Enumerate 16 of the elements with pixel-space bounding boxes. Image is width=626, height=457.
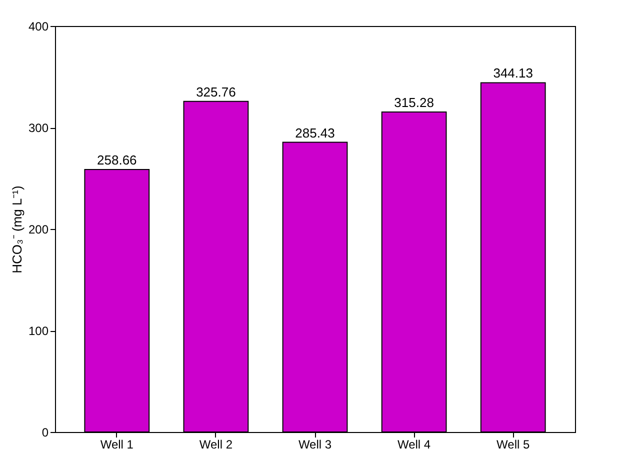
y-tick-label: 100 (28, 324, 49, 338)
x-tick-label: Well 3 (298, 438, 332, 452)
y-axis-title: HCO₃⁻ (mg L⁻¹) (9, 186, 24, 274)
x-tick-label: Well 1 (100, 438, 134, 452)
x-tick-label: Well 5 (496, 438, 530, 452)
x-tick-label: Well 2 (199, 438, 233, 452)
data-label: 344.13 (493, 66, 533, 81)
data-label: 258.66 (97, 152, 137, 168)
y-tick-label: 200 (28, 222, 49, 236)
data-label: 285.43 (295, 125, 335, 140)
data-label: 325.76 (196, 84, 236, 100)
y-tick-label: 0 (42, 426, 49, 440)
data-label: 315.28 (394, 94, 434, 110)
y-tick-label: 400 (28, 20, 49, 34)
x-tick-label: Well 4 (397, 438, 431, 452)
y-tick-label: 300 (28, 121, 49, 135)
